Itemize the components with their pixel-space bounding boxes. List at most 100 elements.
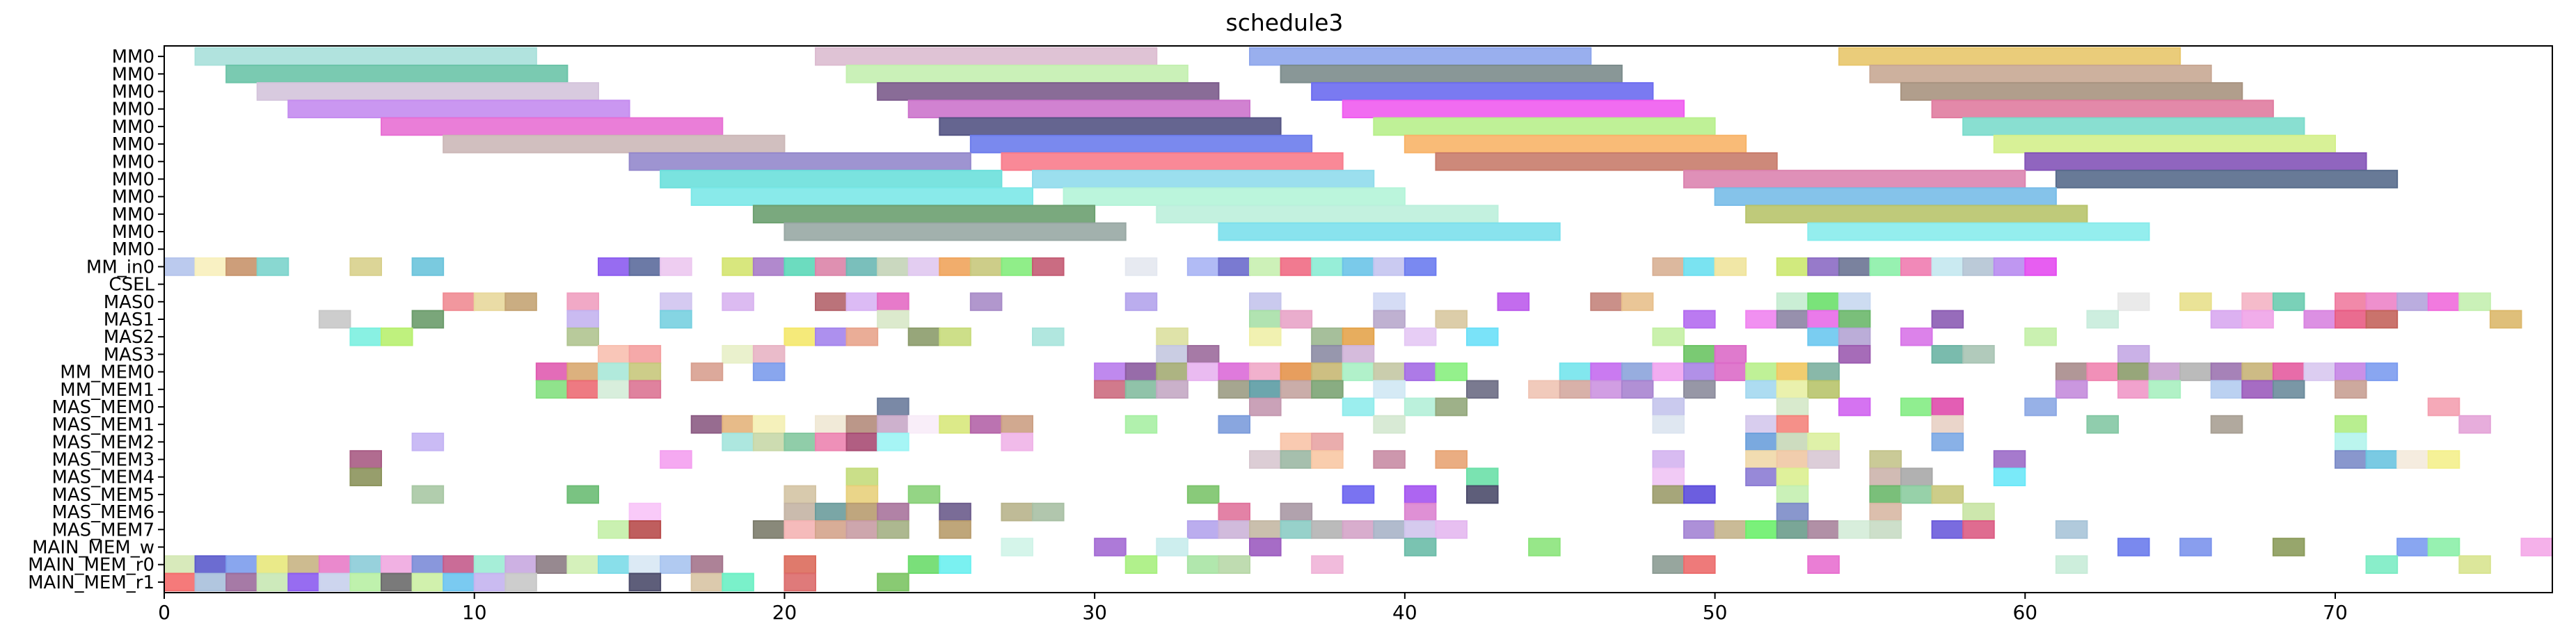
gantt-bar <box>1435 310 1468 329</box>
gantt-bar <box>1745 310 1778 329</box>
gantt-bar <box>1776 485 1809 504</box>
gantt-bar <box>845 485 879 504</box>
row-label: MM0 <box>112 134 154 155</box>
gantt-bar <box>1373 415 1406 434</box>
gantt-bar <box>1218 362 1251 381</box>
gantt-bar <box>660 170 1003 188</box>
gantt-bar <box>1032 327 1065 346</box>
gantt-bar <box>1124 292 1158 312</box>
gantt-bar <box>1683 520 1716 539</box>
gantt-bar <box>1218 502 1251 522</box>
gantt-bar <box>845 292 879 312</box>
gantt-bar <box>2396 292 2429 312</box>
gantt-bar <box>1683 380 1716 399</box>
gantt-bar <box>1900 82 2243 101</box>
gantt-bar <box>1838 292 1871 312</box>
gantt-bar <box>2272 538 2305 556</box>
row-label: MAS_MEM0 <box>51 397 154 418</box>
gantt-bar <box>1342 327 1375 346</box>
gantt-bar <box>2086 310 2119 329</box>
gantt-bar <box>1931 310 1964 329</box>
gantt-bar <box>164 572 196 592</box>
gantt-bar <box>1776 292 1809 312</box>
gantt-bar <box>1931 397 1964 417</box>
gantt-bar <box>1621 380 1654 399</box>
gantt-bar <box>1590 292 1623 312</box>
gantt-bar <box>1683 362 1716 381</box>
gantt-bar <box>2179 362 2212 381</box>
gantt-bar <box>1186 257 1220 276</box>
gantt-bar <box>1342 485 1375 504</box>
gantt-bar <box>628 257 662 276</box>
gantt-bar <box>504 572 537 592</box>
gantt-bar <box>2055 170 2399 188</box>
gantt-bar <box>628 152 971 171</box>
gantt-bar <box>194 555 228 575</box>
gantt-bar <box>349 450 382 469</box>
gantt-bar <box>225 257 258 276</box>
gantt-bar <box>2117 538 2150 556</box>
gantt-bar <box>784 485 817 504</box>
gantt-bar <box>381 117 724 136</box>
gantt-bar <box>1404 538 1437 556</box>
gantt-bar <box>1807 362 1840 381</box>
gantt-bar <box>1745 380 1778 399</box>
gantt-bar <box>598 555 630 575</box>
gantt-bar <box>1156 380 1188 399</box>
gantt-bar <box>443 134 786 154</box>
gantt-bar <box>566 485 600 504</box>
gantt-bar <box>784 555 817 575</box>
gantt-bar <box>845 467 879 487</box>
gantt-bar <box>225 64 569 83</box>
x-tick-label: 10 <box>462 601 487 624</box>
gantt-bar <box>690 572 724 592</box>
gantt-bar <box>2086 415 2119 434</box>
gantt-bar <box>939 117 1282 136</box>
gantt-bar <box>2179 292 2212 312</box>
gantt-bar <box>1249 538 1282 556</box>
gantt-bar <box>1466 467 1499 487</box>
x-tick-label: 70 <box>2323 601 2348 624</box>
gantt-bar <box>1311 362 1344 381</box>
gantt-bar <box>2335 415 2367 434</box>
gantt-bar <box>2272 380 2305 399</box>
gantt-bar <box>1435 450 1468 469</box>
gantt-bar <box>752 345 786 364</box>
gantt-bar <box>1900 257 1933 276</box>
row-label: MAIN_MEM_w <box>32 538 154 559</box>
gantt-bar <box>1776 380 1809 399</box>
row-label: MAS1 <box>104 310 154 330</box>
gantt-bar <box>194 47 537 66</box>
gantt-bar <box>1001 433 1034 451</box>
gantt-bar <box>1280 310 1313 329</box>
gantt-bar <box>535 555 569 575</box>
gantt-bar <box>2427 450 2460 469</box>
gantt-bar <box>1342 99 1685 119</box>
gantt-bar <box>1652 362 1685 381</box>
row-label: MAS3 <box>104 344 154 365</box>
gantt-bar <box>1869 485 1902 504</box>
gantt-bar <box>1714 520 1747 539</box>
gantt-bar <box>877 397 909 417</box>
gantt-bar <box>1962 520 1995 539</box>
gantt-bar <box>1218 257 1251 276</box>
gantt-bar <box>722 433 754 451</box>
gantt-bar <box>2365 310 2399 329</box>
gantt-bar <box>877 292 909 312</box>
gantt-bar <box>877 257 909 276</box>
row-label: MAIN_MEM_r1 <box>28 572 154 593</box>
gantt-bar <box>1652 327 1685 346</box>
gantt-bar <box>2055 520 2088 539</box>
gantt-bar <box>784 222 1127 241</box>
gantt-bar <box>660 450 692 469</box>
gantt-bar <box>877 520 909 539</box>
gantt-bar <box>1745 415 1778 434</box>
gantt-bar <box>628 555 662 575</box>
gantt-bar <box>2365 450 2399 469</box>
gantt-bar <box>1652 397 1685 417</box>
gantt-bar <box>1280 450 1313 469</box>
gantt-bar <box>1404 485 1437 504</box>
row-label: MAS_MEM1 <box>51 415 154 435</box>
gantt-bar <box>1373 310 1406 329</box>
gantt-bar <box>907 99 1250 119</box>
